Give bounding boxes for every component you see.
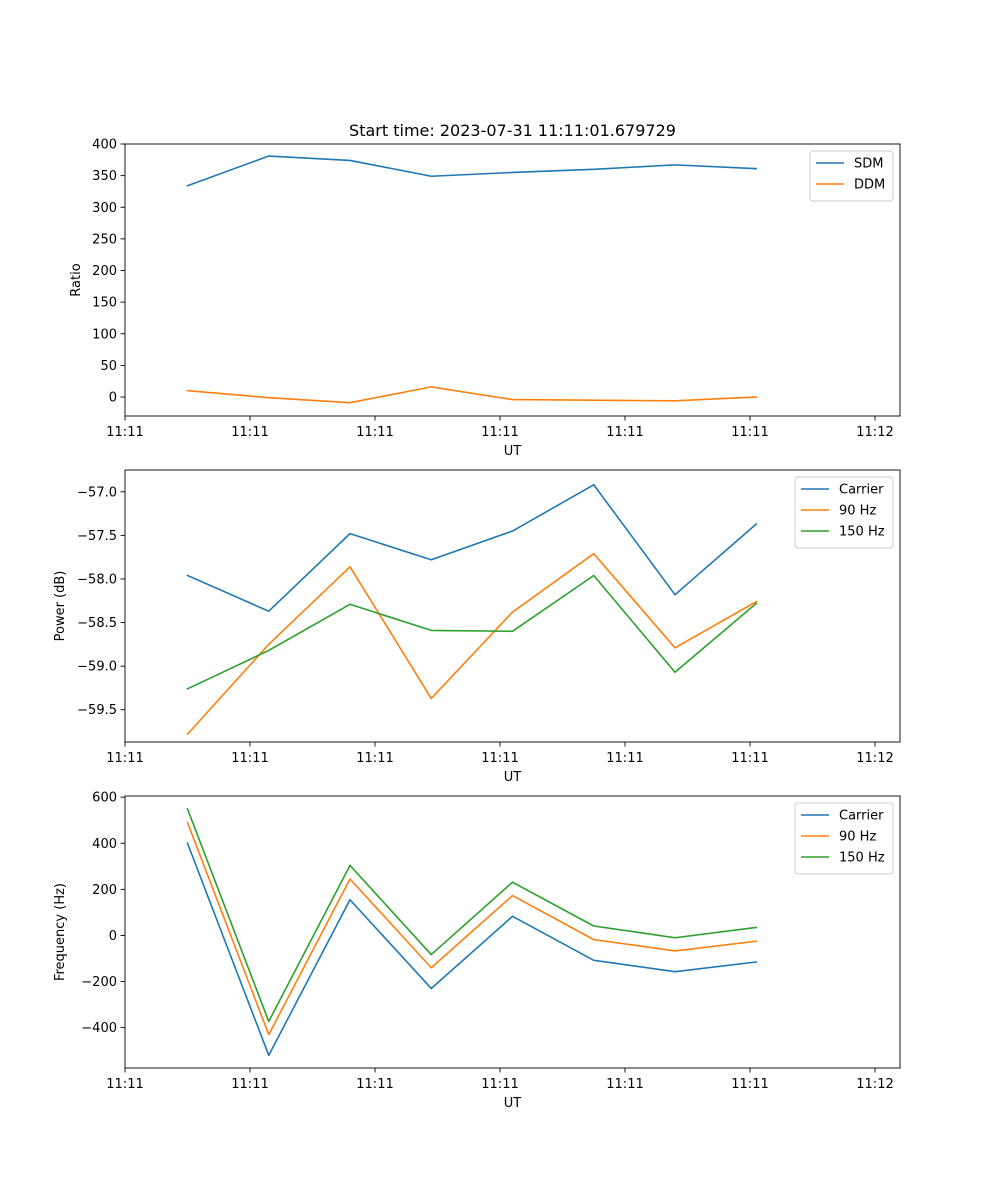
legend-label: 90 Hz (839, 504, 876, 519)
chart-panel-2: 11:11 11:11 11:11 11:11 11:11 11:11 11:12 −59.5… (53, 469, 901, 785)
x-tick-label: 11:12 (856, 751, 893, 766)
legend-label: 90 Hz (839, 830, 876, 845)
x-tick-label: 11:11 (481, 1077, 518, 1092)
legend-label: Carrier (839, 483, 884, 498)
plot-frame (124, 795, 901, 1069)
series-line-carrier (186, 842, 758, 1057)
x-tick-label: 11:11 (356, 425, 393, 440)
y-tick-label: 0 (109, 391, 117, 406)
legend: SDM DDM (809, 150, 894, 202)
y-axis-label: Frequency (Hz) (53, 883, 68, 981)
chart-title: Start time: 2023-07-31 11:11:01.679729 (349, 121, 676, 140)
x-tick-label: 11:12 (856, 425, 893, 440)
legend-label: 150 Hz (839, 525, 885, 540)
x-tick-label: 11:11 (606, 425, 643, 440)
y-tick-label: −58.5 (77, 616, 117, 631)
series-line-150-hz (186, 574, 758, 690)
legend: Carrier 90 Hz 150 Hz (794, 802, 894, 875)
y-tick-label: 350 (92, 169, 117, 184)
x-tick-label: 11:11 (106, 425, 143, 440)
x-tick-label: 11:11 (231, 425, 268, 440)
series-line-90-hz (186, 552, 758, 736)
x-tick-label: 11:11 (731, 1077, 768, 1092)
plot-frame (124, 143, 901, 417)
chart-panel-1: 11:11 11:11 11:11 11:11 11:11 11:11 11:12 0 50 10… (69, 138, 901, 459)
x-tick-label: 11:11 (356, 751, 393, 766)
y-tick-label: −57.0 (77, 485, 117, 500)
y-tick-label: 200 (92, 264, 117, 279)
y-tick-label: 250 (92, 232, 117, 247)
series-line-carrier (186, 484, 758, 613)
x-tick-label: 11:11 (606, 751, 643, 766)
y-tick-label: 400 (92, 837, 117, 852)
y-tick-label: 50 (100, 359, 117, 374)
y-tick-label: 600 (92, 791, 117, 806)
y-tick-label: −400 (81, 1021, 117, 1036)
x-tick-label: 11:11 (481, 751, 518, 766)
x-tick-label: 11:11 (481, 425, 518, 440)
x-axis-label: UT (504, 770, 522, 785)
legend-label: SDM (854, 157, 883, 172)
legend-label: DDM (854, 178, 885, 193)
y-tick-label: 300 (92, 201, 117, 216)
x-tick-label: 11:11 (231, 1077, 268, 1092)
y-tick-label: 100 (92, 327, 117, 342)
x-tick-label: 11:11 (731, 751, 768, 766)
series-line-150-hz (186, 807, 758, 1023)
y-axis-label: Ratio (69, 263, 84, 296)
x-tick-label: 11:11 (356, 1077, 393, 1092)
y-axis-label: Power (dB) (53, 571, 68, 642)
x-tick-label: 11:11 (106, 751, 143, 766)
y-tick-label: 200 (92, 883, 117, 898)
plot-frame (124, 469, 901, 743)
series-line-ddm (186, 386, 758, 404)
x-axis-label: UT (504, 444, 522, 459)
legend-label: Carrier (839, 809, 884, 824)
y-tick-label: −200 (81, 975, 117, 990)
x-tick-label: 11:11 (231, 751, 268, 766)
y-tick-label: 400 (92, 138, 117, 153)
x-tick-label: 11:11 (106, 1077, 143, 1092)
y-tick-label: −59.5 (77, 703, 117, 718)
y-tick-label: −57.5 (77, 529, 117, 544)
y-tick-label: −59.0 (77, 660, 117, 675)
x-tick-label: 11:12 (856, 1077, 893, 1092)
x-tick-label: 11:11 (731, 425, 768, 440)
x-tick-label: 11:11 (606, 1077, 643, 1092)
legend-label: 150 Hz (839, 851, 885, 866)
chart-panel-3: 11:11 11:11 11:11 11:11 11:11 11:11 11:12 −400 −… (53, 791, 901, 1111)
y-tick-label: −58.0 (77, 572, 117, 587)
y-tick-label: 150 (92, 296, 117, 311)
legend: Carrier 90 Hz 150 Hz (794, 476, 894, 549)
series-line-90-hz (186, 821, 758, 1036)
series-line-sdm (186, 155, 758, 187)
x-axis-label: UT (504, 1096, 522, 1111)
y-tick-label: 0 (109, 929, 117, 944)
